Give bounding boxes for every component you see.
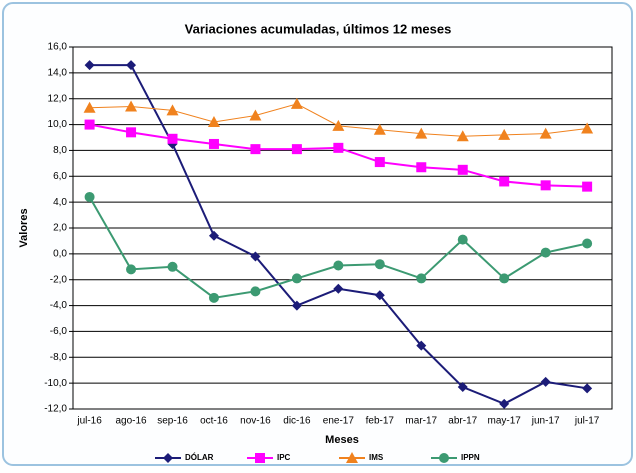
marker [250, 144, 261, 155]
y-tick-label: 14,0 [48, 67, 68, 78]
marker [208, 138, 219, 149]
x-tick-label: ago-16 [115, 416, 147, 427]
legend-marker [255, 453, 265, 463]
legend-label: DÓLAR [185, 453, 214, 462]
marker [291, 144, 302, 155]
marker [250, 251, 261, 262]
x-tick-label: nov-16 [240, 416, 271, 427]
legend-label: IMS [369, 453, 384, 462]
marker [457, 234, 468, 245]
marker [332, 119, 345, 131]
x-tick-label: oct-16 [200, 416, 228, 427]
x-tick-label: jul-16 [76, 416, 102, 427]
marker [499, 273, 510, 284]
marker [333, 260, 344, 271]
x-axis-label: Meses [325, 434, 359, 446]
marker [498, 128, 511, 140]
y-tick-label: 0,0 [53, 248, 67, 259]
marker [415, 127, 428, 139]
marker [457, 382, 468, 393]
marker [540, 376, 551, 387]
marker [125, 100, 138, 112]
legend-marker [163, 453, 173, 463]
x-tick-label: dic-16 [283, 416, 311, 427]
y-tick-label: -12,0 [44, 404, 67, 415]
marker [290, 97, 303, 109]
y-tick-label: -2,0 [50, 274, 68, 285]
y-tick-label: -8,0 [50, 352, 68, 363]
marker [581, 122, 594, 134]
x-tick-label: sep-16 [157, 416, 188, 427]
marker [126, 264, 137, 275]
marker [374, 259, 385, 270]
marker [249, 109, 262, 121]
marker [333, 142, 344, 153]
marker [499, 398, 510, 409]
y-tick-label: 4,0 [53, 197, 67, 208]
y-tick-label: -4,0 [50, 300, 68, 311]
marker [84, 191, 95, 202]
y-tick-label: 2,0 [53, 223, 67, 234]
marker [457, 164, 468, 175]
marker [126, 60, 137, 71]
x-tick-label: jun-17 [531, 416, 560, 427]
marker [167, 261, 178, 272]
marker [416, 273, 427, 284]
legend-label: IPC [277, 453, 291, 462]
y-tick-label: -10,0 [44, 378, 67, 389]
y-tick-label: 6,0 [53, 171, 67, 182]
marker [456, 130, 469, 142]
y-axis-label: Valores [18, 208, 30, 247]
marker [416, 162, 427, 173]
marker [166, 104, 179, 116]
marker [499, 176, 510, 187]
marker [540, 247, 551, 258]
marker [208, 230, 219, 241]
y-tick-label: 8,0 [53, 145, 67, 156]
marker [84, 119, 95, 130]
marker [291, 273, 302, 284]
x-tick-label: ene-17 [323, 416, 355, 427]
marker [416, 340, 427, 351]
marker [250, 286, 261, 297]
marker [582, 181, 593, 192]
marker [208, 292, 219, 303]
marker [374, 290, 385, 301]
x-tick-label: abr-17 [448, 416, 477, 427]
legend-marker [346, 452, 358, 463]
x-tick-label: feb-17 [366, 416, 395, 427]
marker [582, 238, 593, 249]
legend-label: IPPN [461, 453, 480, 462]
y-tick-label: 10,0 [48, 119, 68, 130]
legend-marker [439, 453, 449, 463]
y-tick-label: 12,0 [48, 93, 68, 104]
marker [374, 157, 385, 168]
y-tick-label: 16,0 [48, 42, 68, 53]
x-tick-label: may-17 [488, 416, 522, 427]
marker [540, 180, 551, 191]
marker [582, 383, 593, 394]
marker [84, 60, 95, 71]
marker [291, 300, 302, 311]
y-tick-label: -6,0 [50, 326, 68, 337]
marker [167, 133, 178, 144]
x-tick-label: mar-17 [405, 416, 437, 427]
marker [207, 115, 220, 127]
marker [333, 283, 344, 294]
marker [83, 101, 96, 113]
marker [539, 127, 552, 139]
marker [373, 123, 386, 135]
chart-title: Variaciones acumuladas, últimos 12 meses [185, 21, 452, 36]
marker [126, 127, 137, 138]
x-tick-label: jul-17 [574, 416, 600, 427]
